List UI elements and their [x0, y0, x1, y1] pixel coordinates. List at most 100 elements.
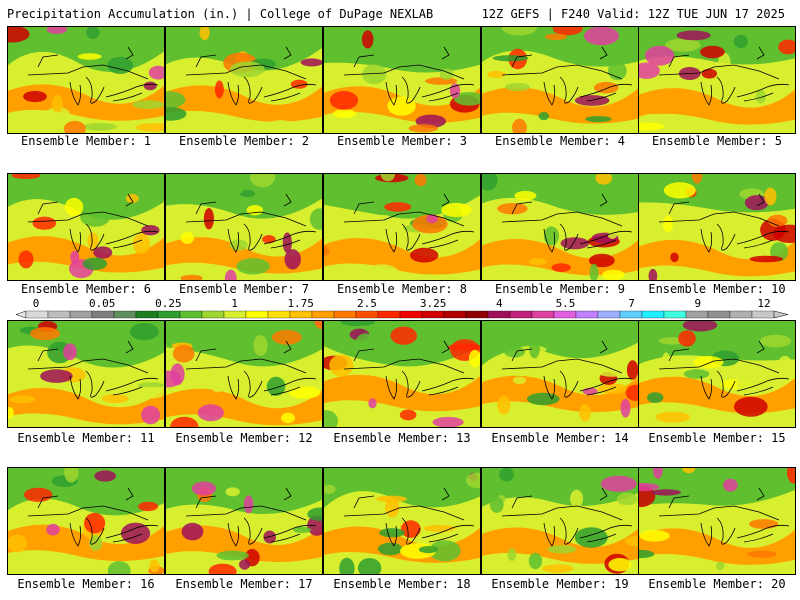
scale-swatch [729, 310, 753, 319]
panel-label: Ensemble Member: 4 [494, 134, 626, 148]
ensemble-panel-1[interactable] [7, 26, 165, 134]
ensemble-panel-17[interactable] [165, 467, 323, 575]
scale-swatch [487, 310, 511, 319]
scale-swatch [553, 310, 577, 319]
scale-tick-label: 2.5 [356, 297, 377, 310]
precip-map [324, 321, 480, 427]
precip-map [166, 468, 322, 574]
scale-swatch [25, 310, 49, 319]
scale-swatch [509, 310, 533, 319]
scale-swatch [597, 310, 621, 319]
ensemble-panel-7[interactable] [165, 173, 323, 281]
panel-label: Ensemble Member: 14 [491, 431, 629, 445]
ensemble-panel-13[interactable] [323, 320, 481, 428]
scale-tick-label: 1.75 [287, 297, 314, 310]
panel-label: Ensemble Member: 11 [17, 431, 155, 445]
ensemble-panel-10[interactable] [638, 173, 796, 281]
ensemble-panel-5[interactable] [638, 26, 796, 134]
scale-arrow-left [15, 310, 27, 319]
panel-label: Ensemble Member: 16 [17, 577, 155, 591]
panel-label: Ensemble Member: 10 [648, 282, 786, 296]
ensemble-panel-8[interactable] [323, 173, 481, 281]
scale-swatch [575, 310, 599, 319]
scale-swatch [641, 310, 665, 319]
map-header: Precipitation Accumulation (in.) | Colle… [0, 0, 800, 24]
scale-tick-label: 12 [757, 297, 771, 310]
scale-swatch [311, 310, 335, 319]
precip-map [8, 468, 164, 574]
scale-swatch [157, 310, 181, 319]
panel-label: Ensemble Member: 5 [651, 134, 783, 148]
scale-swatch [443, 310, 467, 319]
scale-swatch [377, 310, 401, 319]
scale-swatch [685, 310, 709, 319]
scale-swatch [91, 310, 115, 319]
panel-label: Ensemble Member: 13 [333, 431, 471, 445]
ensemble-panel-11[interactable] [7, 320, 165, 428]
scale-swatch [201, 310, 225, 319]
panel-label: Ensemble Member: 17 [175, 577, 313, 591]
ensemble-panel-6[interactable] [7, 173, 165, 281]
precip-map [8, 174, 164, 280]
ensemble-panel-20[interactable] [638, 467, 796, 575]
precip-map [8, 27, 164, 133]
panel-label: Ensemble Member: 6 [20, 282, 152, 296]
precip-map [324, 27, 480, 133]
precip-map [639, 468, 795, 574]
ensemble-panel-3[interactable] [323, 26, 481, 134]
precip-map [324, 174, 480, 280]
ensemble-panel-16[interactable] [7, 467, 165, 575]
scale-swatch [179, 310, 203, 319]
panel-label: Ensemble Member: 18 [333, 577, 471, 591]
scale-swatch [267, 310, 291, 319]
precip-map [8, 321, 164, 427]
panel-label: Ensemble Member: 2 [178, 134, 310, 148]
scale-swatch [531, 310, 555, 319]
ensemble-panel-15[interactable] [638, 320, 796, 428]
scale-swatch [223, 310, 247, 319]
precip-color-legend: 0 0.05 0.25 1 1.75 2.5 3.25 4 5.5 7 9 12 [15, 297, 789, 321]
color-scale-bar [15, 310, 789, 319]
precip-map [166, 174, 322, 280]
scale-swatch [333, 310, 357, 319]
panel-label: Ensemble Member: 20 [648, 577, 786, 591]
panel-label: Ensemble Member: 8 [336, 282, 468, 296]
scale-swatch [751, 310, 775, 319]
ensemble-panel-2[interactable] [165, 26, 323, 134]
scale-swatch [47, 310, 71, 319]
scale-swatch [355, 310, 379, 319]
scale-swatch [399, 310, 423, 319]
scale-swatch [135, 310, 159, 319]
scale-tick-label: 0 [32, 297, 40, 310]
scale-swatch [69, 310, 93, 319]
product-title: Precipitation Accumulation (in.) | Colle… [7, 7, 434, 21]
scale-swatch [245, 310, 269, 319]
run-valid-time: 12Z GEFS | F240 Valid: 12Z TUE JUN 17 20… [481, 7, 785, 21]
precip-map [639, 321, 795, 427]
panel-label: Ensemble Member: 19 [491, 577, 629, 591]
precip-map [482, 27, 638, 133]
ensemble-panel-14[interactable] [481, 320, 639, 428]
scale-swatch [663, 310, 687, 319]
scale-swatch [619, 310, 643, 319]
precip-map [639, 27, 795, 133]
panel-label: Ensemble Member: 9 [494, 282, 626, 296]
ensemble-panel-4[interactable] [481, 26, 639, 134]
panel-label: Ensemble Member: 12 [175, 431, 313, 445]
precip-map [482, 468, 638, 574]
panel-label: Ensemble Member: 7 [178, 282, 310, 296]
scale-tick-label: 1 [231, 297, 238, 310]
ensemble-panel-19[interactable] [481, 467, 639, 575]
scale-swatch [465, 310, 489, 319]
precip-map [324, 468, 480, 574]
ensemble-panel-9[interactable] [481, 173, 639, 281]
scale-tick-label: 0.05 [88, 297, 116, 310]
scale-swatch [289, 310, 313, 319]
scale-tick-label: 0.25 [155, 297, 182, 310]
scale-swatch [113, 310, 137, 319]
precip-map [166, 321, 322, 427]
ensemble-panel-18[interactable] [323, 467, 481, 575]
scale-tick-label: 9 [694, 297, 702, 310]
ensemble-panel-12[interactable] [165, 320, 323, 428]
scale-tick-label: 3.25 [419, 297, 447, 310]
